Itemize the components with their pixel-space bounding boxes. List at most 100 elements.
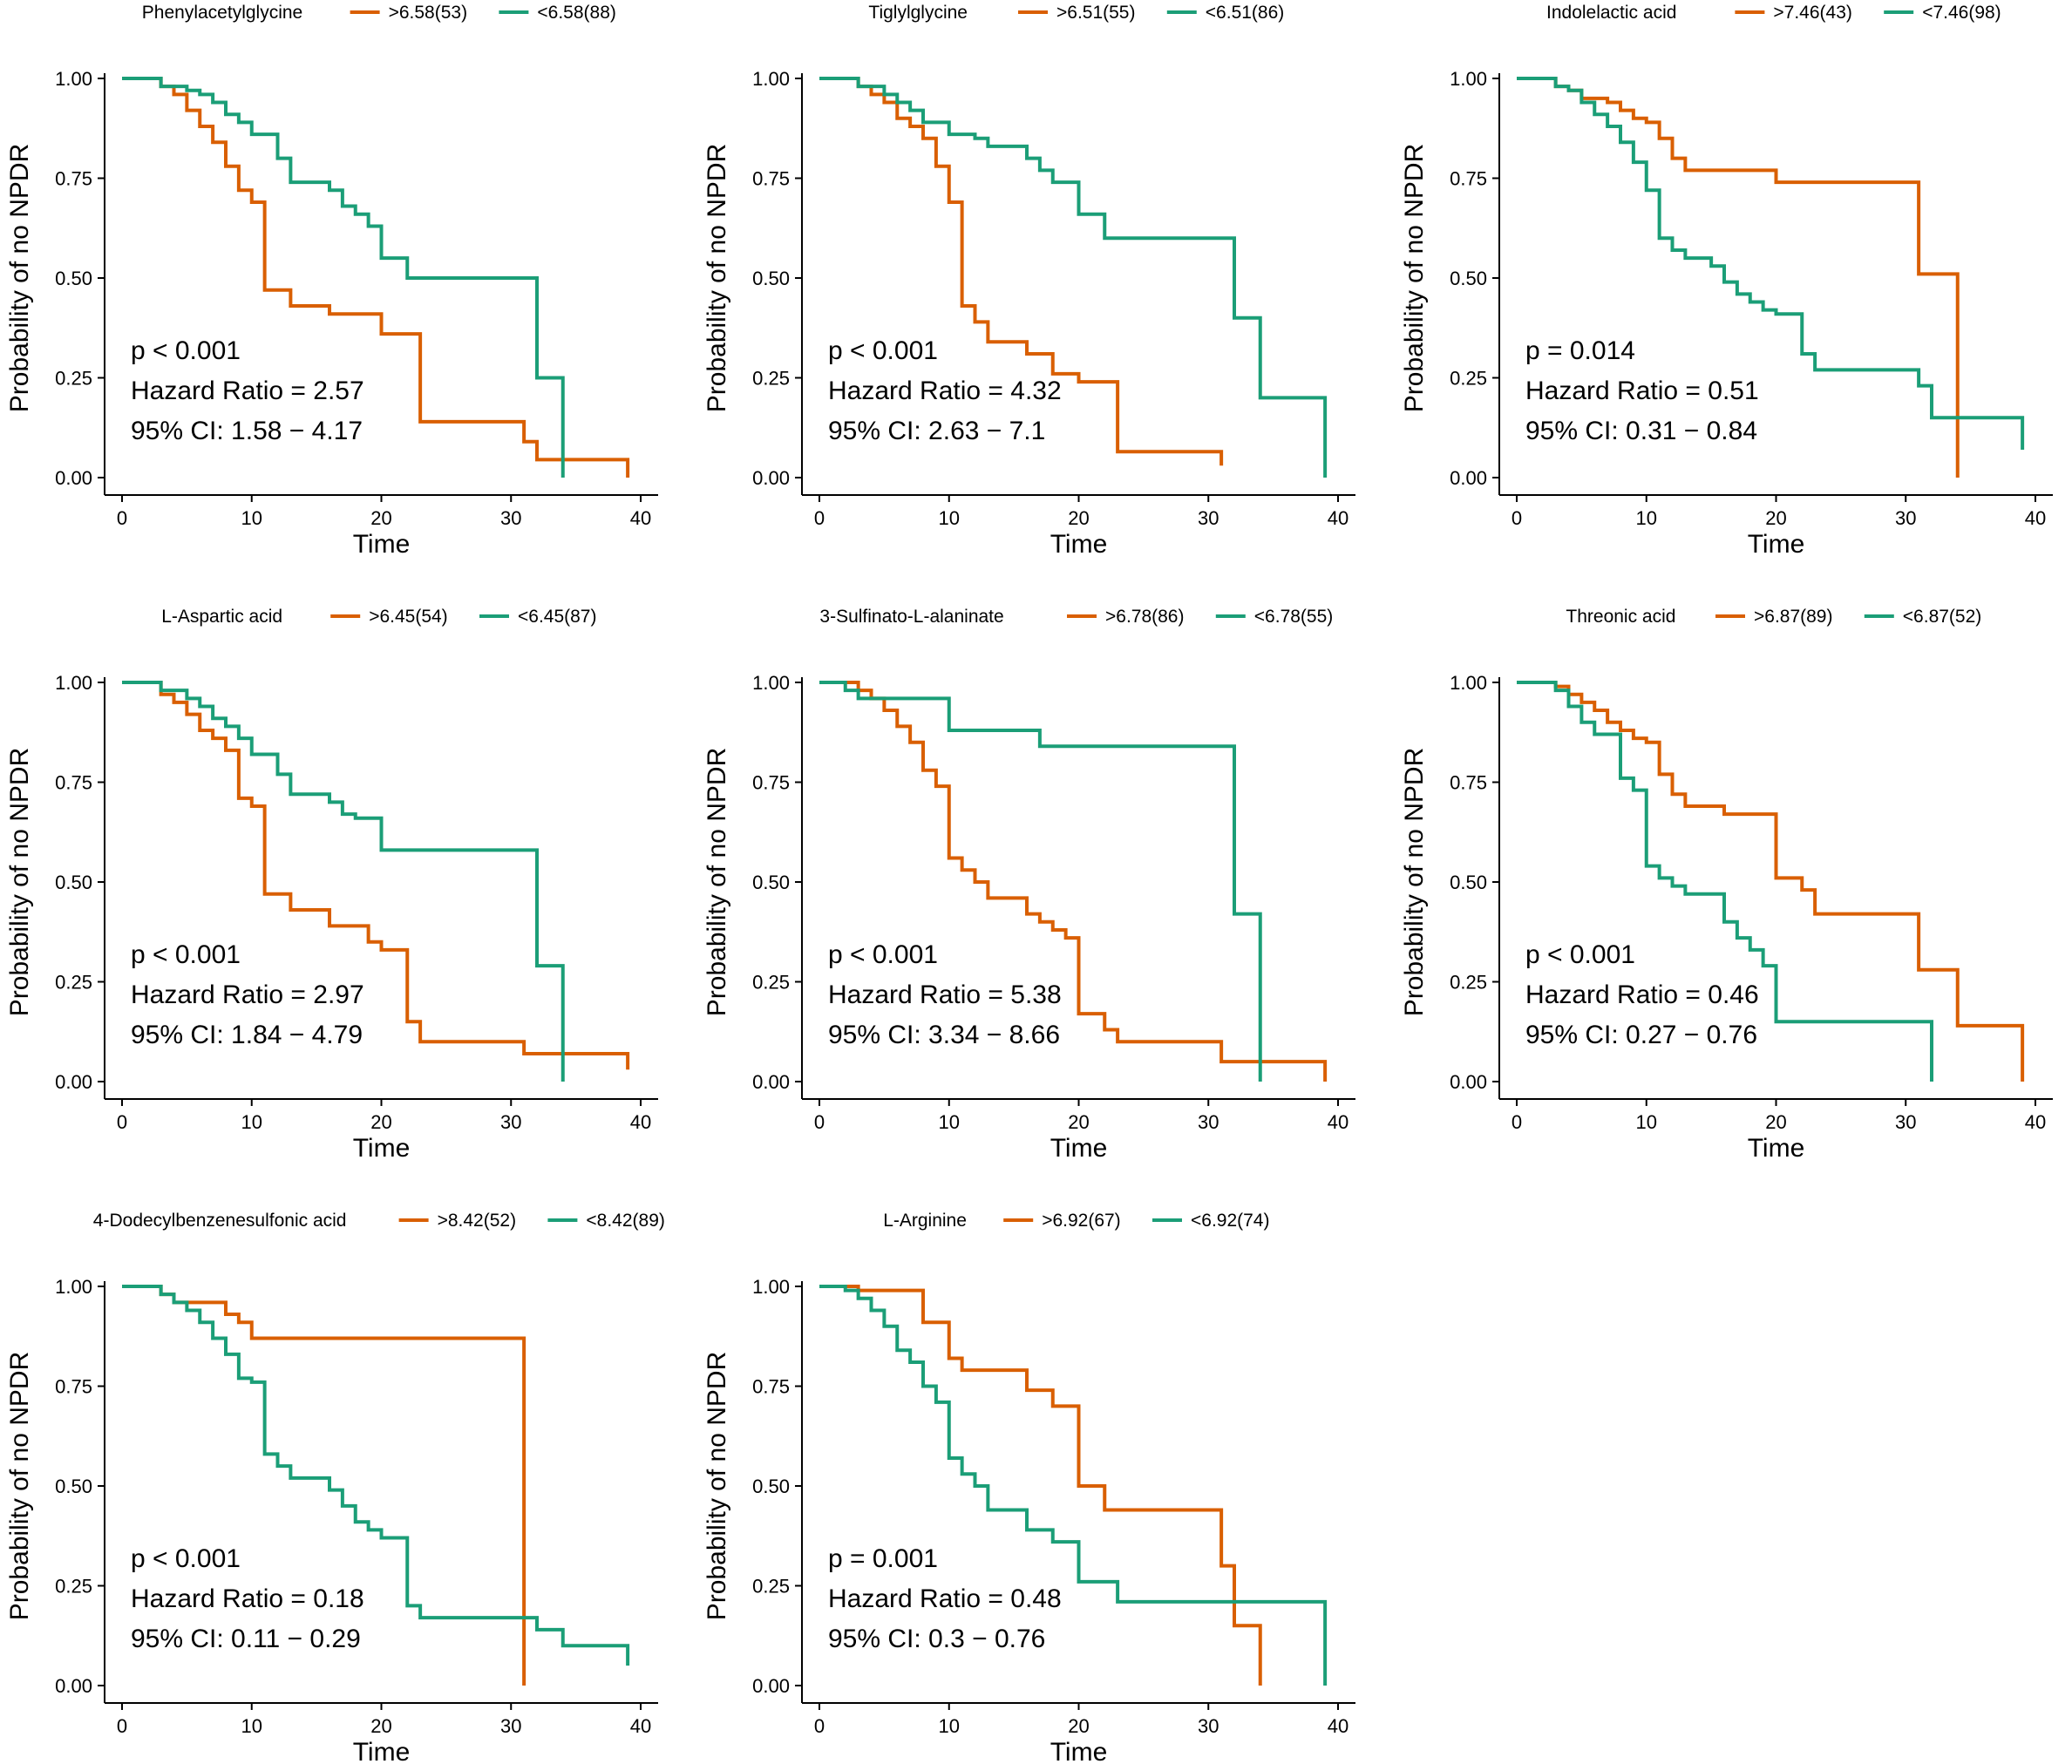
x-tick-label: 40 — [630, 1715, 651, 1737]
y-tick-label: 0.75 — [55, 772, 92, 794]
km-panel: Tiglylglycine >6.51(55) <6.51(86) 0.00 0.25 0… — [703, 3, 1355, 559]
ci-text: 95% CI: 3.34 − 8.66 — [828, 1021, 1060, 1049]
km-curve-high — [819, 1285, 1262, 1686]
y-tick-label: 1.00 — [55, 1276, 92, 1298]
y-tick-label: 0.25 — [55, 368, 92, 390]
y-tick-label: 0.50 — [752, 872, 790, 893]
x-tick-label: 40 — [630, 1111, 651, 1133]
x-tick-label: 10 — [241, 1715, 262, 1737]
x-axis-title: Time — [1748, 1134, 1805, 1163]
ci-text: 95% CI: 1.84 − 4.79 — [131, 1021, 363, 1049]
x-tick-label: 20 — [370, 507, 391, 529]
y-tick-label: 0.75 — [55, 1376, 92, 1398]
ci-text: 95% CI: 2.63 − 7.1 — [828, 417, 1045, 445]
hazard-ratio-text: Hazard Ratio = 4.32 — [828, 377, 1062, 405]
x-tick-label: 0 — [814, 1715, 825, 1737]
x-tick-label: 40 — [630, 507, 651, 529]
y-tick-label: 0.00 — [752, 1675, 790, 1697]
y-tick-label: 1.00 — [1450, 672, 1487, 694]
x-tick-label: 20 — [1068, 507, 1089, 529]
ci-text: 95% CI: 0.3 − 0.76 — [828, 1625, 1045, 1653]
km-curve-low — [122, 681, 565, 1082]
x-tick-label: 10 — [939, 507, 960, 529]
km-panel: Indolelactic acid >7.46(43) <7.46(98) 0.00 0… — [1400, 3, 2053, 559]
y-tick-label: 0.50 — [1450, 268, 1487, 289]
legend: Indolelactic acid >7.46(43) <7.46(98) — [1546, 3, 2001, 23]
y-tick-label: 0.75 — [55, 168, 92, 190]
km-panel: 4-Dodecylbenzenesulfonic acid >8.42(52) <8… — [5, 1211, 665, 1764]
km-curve-low — [122, 1285, 630, 1666]
legend-title: Indolelactic acid — [1546, 3, 1676, 23]
p-value-text: p = 0.001 — [828, 1544, 938, 1573]
x-tick-label: 10 — [1636, 1111, 1657, 1133]
km-panel: L-Arginine >6.92(67) <6.92(74) 0.00 0.25 0.50… — [703, 1211, 1355, 1764]
hazard-ratio-text: Hazard Ratio = 5.38 — [828, 980, 1062, 1009]
x-tick-label: 30 — [1895, 1111, 1916, 1133]
legend-label: >6.58(53) — [389, 3, 467, 23]
x-tick-label: 40 — [2025, 1111, 2046, 1133]
y-tick-label: 0.50 — [1450, 872, 1487, 893]
legend-label: >6.92(67) — [1042, 1211, 1120, 1231]
km-curve-high — [1517, 681, 2025, 1082]
x-tick-label: 0 — [1512, 507, 1522, 529]
x-tick-label: 20 — [1765, 507, 1786, 529]
km-curve-low — [122, 77, 565, 478]
ci-text: 95% CI: 1.58 − 4.17 — [131, 417, 363, 445]
x-tick-label: 20 — [1068, 1715, 1089, 1737]
hazard-ratio-text: Hazard Ratio = 0.48 — [828, 1584, 1062, 1613]
km-curve-low — [819, 77, 1328, 478]
x-tick-label: 0 — [1512, 1111, 1522, 1133]
legend-label: <6.87(52) — [1903, 607, 1981, 627]
y-tick-label: 0.00 — [55, 1071, 92, 1093]
x-tick-label: 30 — [1198, 1111, 1219, 1133]
legend-title: L-Arginine — [883, 1211, 967, 1231]
x-tick-label: 0 — [814, 507, 825, 529]
x-tick-label: 10 — [939, 1715, 960, 1737]
legend-label: >6.87(89) — [1754, 607, 1832, 627]
x-tick-label: 10 — [241, 1111, 262, 1133]
legend-label: <6.58(88) — [537, 3, 615, 23]
legend: Phenylacetylglycine >6.58(53) <6.58(88) — [142, 3, 616, 23]
x-axis-title: Time — [353, 1738, 411, 1764]
y-tick-label: 1.00 — [55, 672, 92, 694]
km-panel: L-Aspartic acid >6.45(54) <6.45(87) 0.00 0.2… — [5, 607, 658, 1163]
x-axis-title: Time — [353, 530, 411, 559]
p-value-text: p < 0.001 — [131, 336, 241, 365]
p-value-text: p < 0.001 — [131, 1544, 241, 1573]
y-tick-label: 1.00 — [55, 68, 92, 90]
x-tick-label: 0 — [117, 1111, 127, 1133]
x-axis-title: Time — [1050, 530, 1108, 559]
y-tick-label: 0.50 — [55, 1476, 92, 1497]
y-tick-label: 0.50 — [55, 268, 92, 289]
legend: Tiglylglycine >6.51(55) <6.51(86) — [868, 3, 1284, 23]
km-panel: Phenylacetylglycine >6.58(53) <6.58(88) 0.0… — [5, 3, 658, 559]
p-value-text: p < 0.001 — [131, 940, 241, 969]
p-value-text: p < 0.001 — [828, 336, 938, 365]
y-tick-label: 0.00 — [1450, 467, 1487, 489]
x-tick-label: 0 — [117, 507, 127, 529]
legend-label: <7.46(98) — [1922, 3, 2001, 23]
km-curve-low — [819, 681, 1262, 1082]
ci-text: 95% CI: 0.31 − 0.84 — [1525, 417, 1757, 445]
legend-label: <6.51(86) — [1206, 3, 1284, 23]
x-tick-label: 30 — [500, 1715, 521, 1737]
y-tick-label: 0.00 — [752, 1071, 790, 1093]
x-tick-label: 30 — [1198, 507, 1219, 529]
y-axis-title: Probability of no NPDR — [703, 144, 731, 412]
hazard-ratio-text: Hazard Ratio = 2.57 — [131, 377, 364, 405]
x-axis-title: Time — [1050, 1738, 1108, 1764]
legend-title: Phenylacetylglycine — [142, 3, 302, 23]
hazard-ratio-text: Hazard Ratio = 2.97 — [131, 980, 364, 1009]
y-tick-label: 1.00 — [752, 1276, 790, 1298]
legend: L-Aspartic acid >6.45(54) <6.45(87) — [161, 607, 596, 627]
km-curve-high — [122, 77, 630, 478]
km-curve-high — [819, 681, 1328, 1082]
y-axis-title: Probability of no NPDR — [703, 748, 731, 1016]
y-tick-label: 0.50 — [752, 1476, 790, 1497]
legend-label: <6.92(74) — [1191, 1211, 1269, 1231]
legend-title: 3-Sulfinato-L-alaninate — [819, 607, 1003, 627]
y-axis-title: Probability of no NPDR — [1400, 748, 1429, 1016]
x-tick-label: 10 — [241, 507, 262, 529]
km-curve-low — [819, 1285, 1328, 1686]
